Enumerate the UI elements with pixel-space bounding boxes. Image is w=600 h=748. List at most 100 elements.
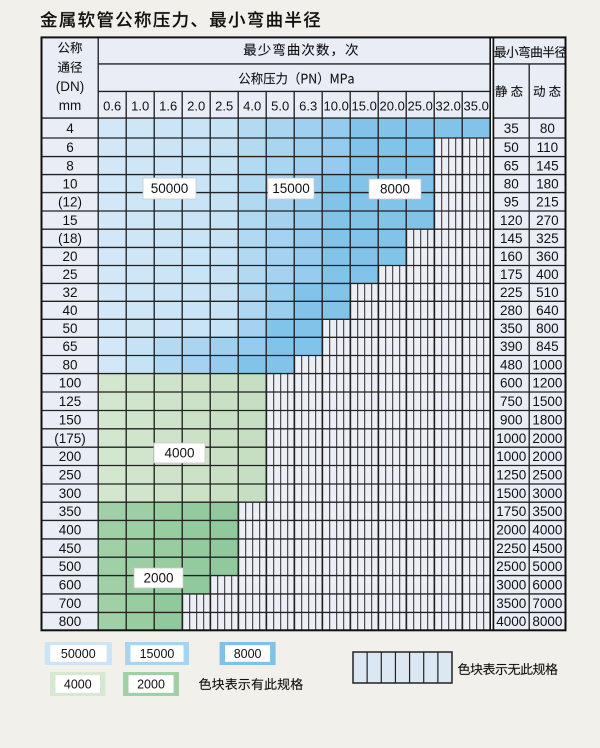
svg-text:1750: 1750 (496, 504, 526, 519)
svg-text:80: 80 (504, 176, 519, 191)
svg-text:1000: 1000 (496, 449, 526, 464)
svg-text:5.0: 5.0 (271, 98, 289, 113)
svg-text:15000: 15000 (272, 181, 310, 196)
svg-text:900: 900 (500, 412, 523, 427)
svg-text:35.0: 35.0 (464, 98, 489, 113)
svg-text:8000: 8000 (234, 647, 262, 661)
svg-text:20.0: 20.0 (380, 98, 405, 113)
svg-text:4000: 4000 (64, 678, 92, 692)
svg-text:6.3: 6.3 (299, 98, 317, 113)
svg-text:510: 510 (536, 285, 559, 300)
svg-text:280: 280 (500, 303, 523, 318)
svg-text:(18): (18) (58, 231, 82, 246)
svg-text:1250: 1250 (496, 468, 526, 483)
svg-text:2000: 2000 (532, 431, 562, 446)
svg-text:6000: 6000 (532, 578, 562, 593)
svg-text:8000: 8000 (380, 182, 410, 197)
svg-text:3500: 3500 (496, 596, 526, 611)
svg-text:1800: 1800 (532, 412, 562, 427)
svg-text:390: 390 (500, 339, 523, 354)
svg-text:95: 95 (504, 195, 519, 210)
svg-text:450: 450 (59, 541, 82, 556)
svg-text:32.0: 32.0 (436, 98, 461, 113)
svg-text:3000: 3000 (496, 578, 526, 593)
svg-text:600: 600 (59, 578, 82, 593)
svg-text:mm: mm (59, 98, 82, 113)
svg-text:(12): (12) (58, 195, 82, 210)
svg-text:2.5: 2.5 (215, 98, 233, 113)
svg-text:600: 600 (500, 376, 523, 391)
svg-text:200: 200 (59, 449, 82, 464)
svg-text:20: 20 (62, 249, 77, 264)
svg-text:300: 300 (59, 486, 82, 501)
svg-text:2000: 2000 (496, 522, 526, 537)
svg-text:5000: 5000 (532, 559, 562, 574)
svg-text:10.0: 10.0 (324, 98, 349, 113)
svg-text:8: 8 (66, 158, 74, 173)
svg-text:15: 15 (62, 213, 77, 228)
svg-text:350: 350 (500, 321, 523, 336)
svg-text:4.0: 4.0 (243, 98, 261, 113)
svg-text:2.0: 2.0 (187, 98, 205, 113)
svg-text:250: 250 (59, 468, 82, 483)
svg-text:800: 800 (536, 321, 559, 336)
svg-text:(DN): (DN) (56, 79, 85, 94)
svg-text:225: 225 (500, 285, 523, 300)
svg-text:145: 145 (536, 158, 559, 173)
svg-text:15000: 15000 (140, 647, 175, 661)
svg-text:35: 35 (504, 121, 519, 136)
svg-text:8000: 8000 (532, 614, 562, 629)
svg-text:50000: 50000 (151, 181, 189, 196)
svg-text:1000: 1000 (496, 431, 526, 446)
svg-text:2500: 2500 (496, 559, 526, 574)
svg-text:3000: 3000 (532, 486, 562, 501)
svg-text:2000: 2000 (532, 449, 562, 464)
svg-text:10: 10 (62, 176, 77, 191)
svg-text:215: 215 (536, 195, 559, 210)
svg-text:6: 6 (66, 140, 74, 155)
svg-text:0.6: 0.6 (103, 98, 121, 113)
svg-text:2250: 2250 (496, 541, 526, 556)
svg-text:2000: 2000 (143, 571, 173, 586)
svg-text:80: 80 (62, 357, 77, 372)
svg-text:4000: 4000 (532, 522, 562, 537)
svg-text:350: 350 (59, 504, 82, 519)
svg-text:175: 175 (500, 267, 523, 282)
svg-text:7000: 7000 (532, 596, 562, 611)
svg-text:800: 800 (59, 614, 82, 629)
svg-text:500: 500 (59, 559, 82, 574)
svg-text:110: 110 (537, 140, 559, 155)
svg-text:400: 400 (536, 267, 559, 282)
svg-text:180: 180 (536, 176, 559, 191)
svg-text:640: 640 (536, 303, 559, 318)
svg-text:1.0: 1.0 (131, 98, 149, 113)
svg-text:1200: 1200 (532, 376, 562, 391)
svg-text:50000: 50000 (61, 647, 96, 661)
svg-text:4000: 4000 (496, 614, 526, 629)
svg-text:50: 50 (504, 140, 519, 155)
svg-text:100: 100 (59, 376, 82, 391)
svg-text:700: 700 (59, 596, 82, 611)
svg-text:1000: 1000 (532, 357, 562, 372)
svg-text:160: 160 (500, 249, 523, 264)
svg-text:80: 80 (540, 121, 555, 136)
svg-text:270: 270 (536, 213, 559, 228)
svg-text:25: 25 (62, 267, 77, 282)
svg-text:50: 50 (62, 321, 77, 336)
svg-text:145: 145 (500, 231, 523, 246)
svg-text:(175): (175) (54, 431, 86, 446)
svg-text:120: 120 (500, 213, 523, 228)
svg-text:845: 845 (536, 339, 559, 354)
svg-text:360: 360 (536, 249, 559, 264)
svg-text:32: 32 (62, 285, 77, 300)
svg-text:2500: 2500 (532, 468, 562, 483)
svg-text:400: 400 (59, 522, 82, 537)
svg-text:15.0: 15.0 (352, 98, 377, 113)
svg-text:4: 4 (66, 121, 74, 136)
svg-text:1500: 1500 (496, 486, 526, 501)
svg-text:1.6: 1.6 (159, 98, 177, 113)
svg-text:325: 325 (536, 231, 559, 246)
svg-text:1500: 1500 (532, 394, 562, 409)
svg-text:3500: 3500 (532, 504, 562, 519)
svg-text:480: 480 (500, 357, 523, 372)
